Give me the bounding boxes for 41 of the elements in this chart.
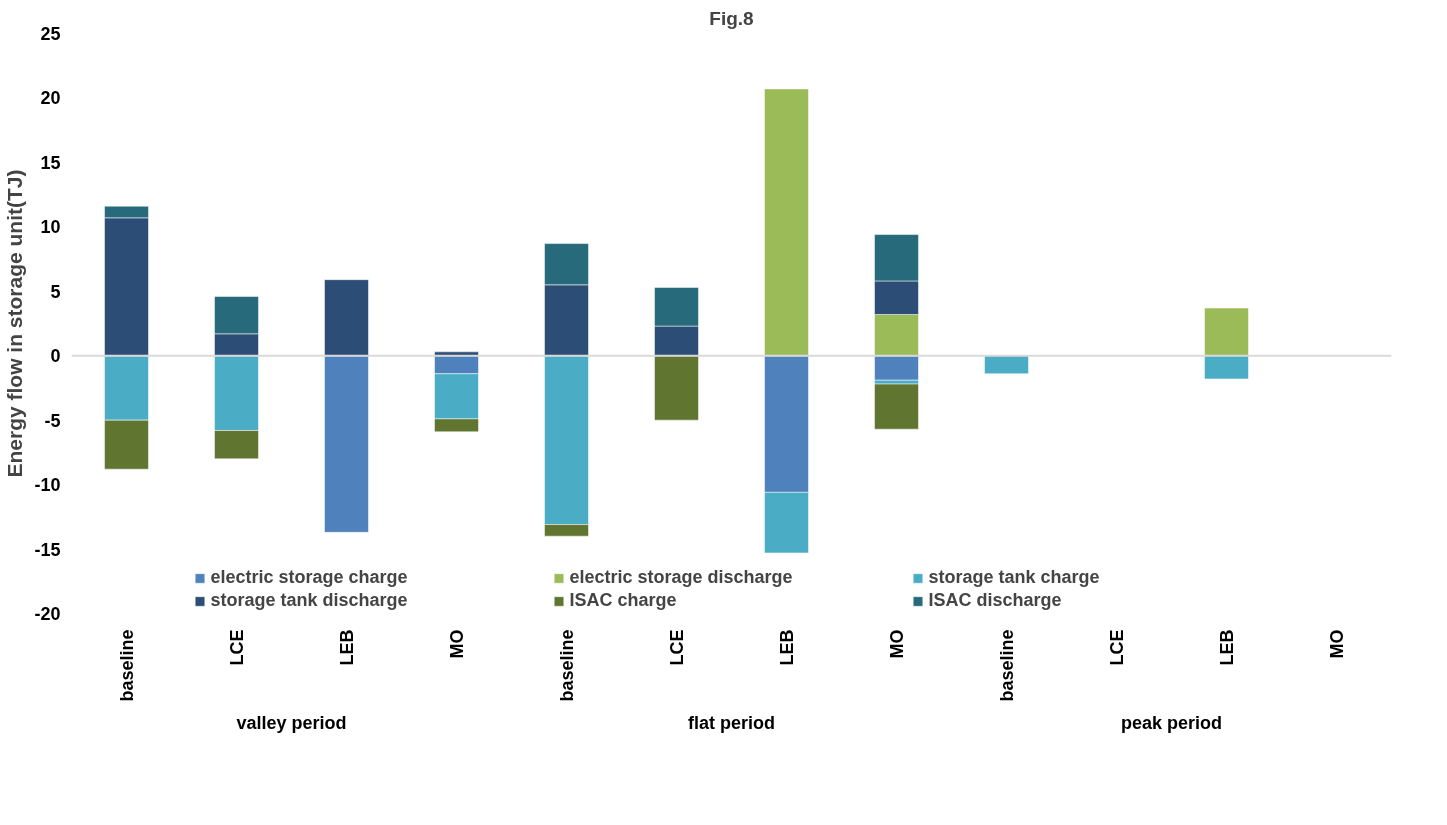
y-tick-label: -5: [44, 410, 61, 431]
x-tick-label: MO: [886, 629, 907, 659]
bar: [324, 355, 369, 533]
x-tick-label: baseline: [556, 629, 577, 702]
bar: [1204, 355, 1249, 380]
x-tick-label: LCE: [1106, 629, 1127, 666]
x-tick-label: MO: [446, 629, 467, 659]
legend-label: electric storage charge: [210, 567, 409, 588]
bar: [324, 279, 369, 357]
x-tick-label: LEB: [1216, 629, 1237, 666]
y-tick-label: 0: [50, 346, 61, 367]
text: flat period: [688, 712, 776, 733]
x-tick-label: baseline: [996, 629, 1017, 702]
y-axis-title: Energy flow in storage unit(TJ): [3, 169, 27, 478]
chart-title: Fig.8: [709, 7, 754, 29]
text: peak period: [1120, 712, 1223, 733]
x-tick-label: LCE: [666, 629, 687, 666]
legend-label: ISAC discharge: [928, 590, 1063, 611]
y-tick-label: -10: [34, 475, 61, 496]
x-tick-label: baseline: [116, 629, 137, 702]
x-tick-label: LEB: [336, 629, 357, 666]
bar: [1204, 307, 1249, 357]
bar: [654, 355, 699, 421]
legend-label: storage tank charge: [928, 567, 1101, 588]
y-tick-label: -15: [34, 539, 61, 560]
x-tick-label: MO: [1326, 629, 1347, 659]
y-tick-label: 10: [40, 217, 61, 238]
bar: [764, 88, 809, 357]
y-tick-label: 20: [40, 88, 61, 109]
y-tick-label: 25: [40, 24, 61, 44]
y-tick-label: -20: [34, 604, 61, 624]
legend-label: ISAC charge: [569, 590, 678, 611]
bar: [874, 383, 919, 430]
x-tick-label: LEB: [776, 629, 797, 666]
bar: [874, 355, 919, 381]
x-tick-label: LCE: [226, 629, 247, 666]
legend-label: storage tank discharge: [210, 590, 409, 611]
y-tick-label: 5: [50, 281, 61, 302]
text: valley period: [236, 712, 347, 733]
legend-label: electric storage discharge: [569, 567, 794, 588]
y-tick-label: 15: [40, 152, 61, 173]
